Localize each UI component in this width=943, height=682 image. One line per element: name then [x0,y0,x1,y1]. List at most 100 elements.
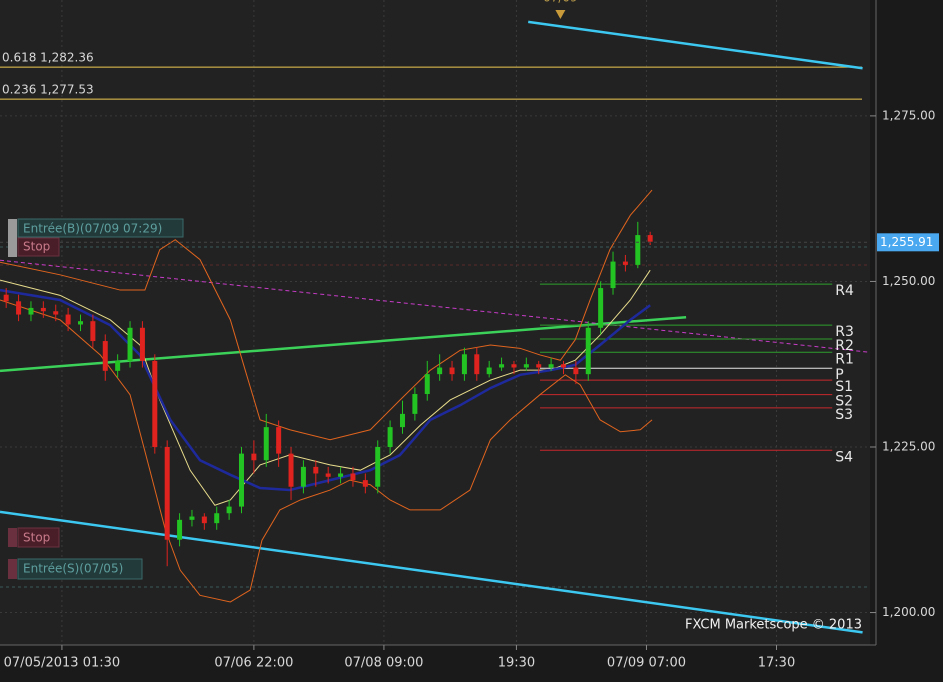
candle-body [325,473,331,477]
candle-body [387,427,393,447]
candle-body [189,516,195,520]
candle-body [486,367,492,375]
indicator-line [0,189,653,441]
candle-body [622,261,628,265]
x-tick-label: 07/06 22:00 [214,656,293,671]
fib-label: 0.236 1,277.53 [2,83,94,97]
order-markers: Entrée(B)(07/09 07:29) Stop Stop Entrée(… [8,218,184,580]
top-marker [555,10,566,19]
stop-label: Stop [23,531,50,545]
price-axis-panel [870,0,943,682]
candle-body [362,480,368,487]
candle-body [226,506,232,514]
time-axis-panel [0,645,870,682]
candle-body [610,261,616,289]
candle-body [102,341,108,371]
candle-body [424,374,430,395]
candle-body [573,367,579,375]
order-handle [8,219,17,257]
indicator-line [0,299,653,603]
trend-line [0,259,871,353]
order-box [17,558,143,580]
candle-body [350,473,356,481]
candle-body [177,519,183,540]
y-tick-label: 1,250.00 [882,274,935,288]
order-handle [8,559,17,579]
trend-line [0,510,863,634]
candle-body [635,235,641,265]
candle-body [437,367,443,375]
candle-body [548,364,554,368]
candle-body [201,516,207,524]
candle-body [65,314,71,325]
watermark: FXCM Marketscope © 2013 [685,618,862,633]
pivot-label: R2 [835,338,854,354]
candle-body [511,364,517,368]
candle-body [338,473,344,477]
stop-box [17,237,60,257]
x-tick-label: 07/08 09:00 [344,656,423,671]
stop-label: Stop [23,240,50,254]
candle-body [449,367,455,375]
candle-body [214,513,220,524]
pivot-label: R1 [835,351,854,367]
order-box [17,218,184,238]
pivot-label: S4 [835,449,853,465]
candle-body [139,327,145,361]
top-marker-label: 07/09 [543,0,578,5]
y-tick-label: 1,225.00 [882,439,935,453]
x-tick-label: 07/09 07:00 [607,656,686,671]
candle-body [16,301,22,315]
candle-body [647,235,653,242]
current-price-box [877,233,939,252]
pivot-label: S2 [835,394,853,410]
candle-body [3,294,9,302]
candle-body [399,413,405,428]
candle-body [164,446,170,540]
x-tick-label: 07/05/2013 01:30 [4,656,121,671]
candle-body [474,354,480,375]
candle-body [375,446,381,487]
y-tick-label: 1,275.00 [882,108,935,122]
candle-body [53,311,59,315]
candle-body [585,327,591,375]
pivot-label: S3 [835,407,853,423]
candle-body [536,364,542,368]
candle-body [288,453,294,487]
chart-layer: 1,200.00 1,225.00 1,250.00 1,275.00 07/05/20… [0,0,939,671]
candle-body [300,466,306,487]
candle-body [251,453,257,461]
pivot-label: S1 [835,379,853,395]
candle-body [90,321,96,342]
x-tick-label: 17:30 [758,656,795,671]
candle-body [77,321,83,325]
candle-body [28,307,34,315]
candle-body [40,307,46,312]
order-label: Entrée(S)(07/05) [23,562,123,576]
candle-body [152,360,158,447]
pivot-label: R4 [835,283,854,299]
order-handle [8,528,17,547]
candle-body [461,354,467,375]
x-tick-label: 19:30 [498,656,535,671]
candle-body [115,360,121,371]
candle-body [263,427,269,461]
fib-label: 0.618 1,282.36 [2,51,94,65]
candle-body [238,453,244,507]
candle-body [276,427,282,454]
indicator-line [0,288,651,492]
candle-body [598,288,604,328]
candle-body [499,364,505,368]
trend-line [528,20,863,70]
plot-area [0,0,870,645]
current-price-label: 1,255.91 [880,235,933,249]
order-label: Entrée(B)(07/09 07:29) [23,222,162,236]
pivot-label: P [835,367,843,383]
trend-line [0,315,687,373]
candle-body [127,327,133,361]
pivot-label: R3 [835,324,854,340]
y-tick-label: 1,200.00 [882,605,935,619]
stop-box [17,527,60,548]
candle-body [560,364,566,368]
